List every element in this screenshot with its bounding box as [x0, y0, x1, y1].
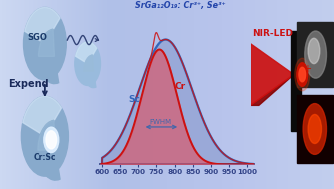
Wedge shape: [23, 96, 61, 136]
Text: Cr:Sc: Cr:Sc: [34, 153, 56, 162]
Circle shape: [305, 31, 327, 78]
Circle shape: [303, 104, 327, 154]
Text: NIR-LED: NIR-LED: [252, 29, 293, 38]
Polygon shape: [250, 44, 294, 105]
Text: Cr: Cr: [175, 82, 186, 91]
Circle shape: [297, 63, 308, 86]
Wedge shape: [84, 55, 96, 88]
Circle shape: [308, 38, 320, 64]
Circle shape: [44, 127, 59, 153]
Wedge shape: [38, 29, 59, 84]
Wedge shape: [84, 55, 94, 71]
Circle shape: [23, 7, 66, 80]
Circle shape: [75, 42, 101, 85]
Polygon shape: [297, 94, 333, 163]
Text: SrGa₁₂O₁₉: Cr³⁺, Se³⁺: SrGa₁₂O₁₉: Cr³⁺, Se³⁺: [135, 1, 225, 10]
Wedge shape: [75, 42, 97, 64]
Circle shape: [46, 131, 57, 149]
Wedge shape: [38, 120, 60, 180]
Text: Sc: Sc: [128, 95, 140, 104]
Wedge shape: [38, 120, 55, 150]
Circle shape: [308, 115, 322, 143]
Text: Expend: Expend: [9, 79, 49, 89]
Circle shape: [299, 67, 306, 82]
Text: FWHM: FWHM: [150, 119, 172, 125]
Text: SGO: SGO: [27, 33, 47, 42]
Polygon shape: [291, 31, 301, 131]
Polygon shape: [250, 74, 294, 105]
Circle shape: [295, 58, 310, 91]
Polygon shape: [297, 22, 333, 87]
Wedge shape: [25, 7, 60, 44]
Circle shape: [21, 96, 68, 176]
Wedge shape: [38, 29, 54, 56]
Text: +: +: [303, 64, 311, 74]
